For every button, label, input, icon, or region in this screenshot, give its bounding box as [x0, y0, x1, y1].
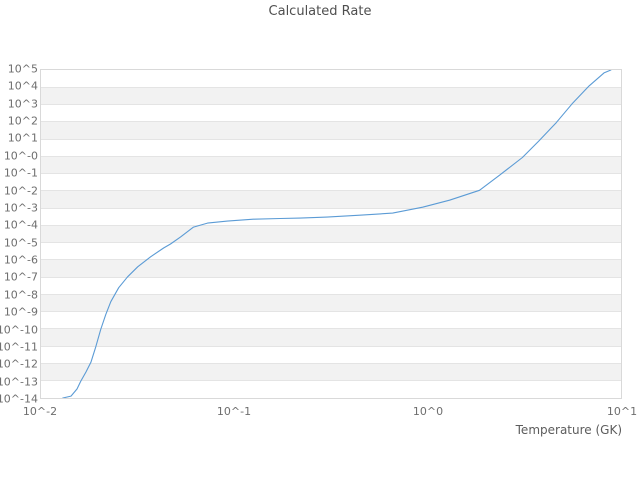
grid-band — [41, 190, 621, 209]
gridline — [41, 138, 621, 140]
grid-band — [41, 87, 621, 105]
gridline — [41, 311, 621, 313]
y-tick-label: 10^2 — [7, 114, 38, 128]
grid-band — [41, 242, 621, 260]
grid-band — [41, 363, 621, 381]
grid-band — [41, 380, 621, 398]
gridline — [41, 86, 621, 88]
y-tick-label: 10^-12 — [0, 357, 38, 371]
grid-band — [41, 259, 621, 278]
x-tick-label: 10^0 — [412, 405, 444, 418]
grid-band — [41, 139, 621, 157]
grid-band — [41, 104, 621, 122]
rate-curve — [62, 70, 612, 398]
y-tick-label: 10^-4 — [3, 218, 38, 232]
y-tick-label: 10^-8 — [3, 288, 38, 302]
y-tick-label: 10^-3 — [3, 201, 38, 215]
grid-band — [41, 294, 621, 312]
y-tick-label: 10^4 — [7, 79, 38, 93]
grid-band — [41, 225, 621, 243]
y-tick-label: 10^1 — [7, 131, 38, 145]
gridline — [41, 104, 621, 106]
y-tick-label: 10^3 — [7, 97, 38, 111]
y-tick-label: 10^-5 — [3, 236, 38, 250]
y-tick-label: 10^-14 — [0, 392, 38, 406]
y-tick-label: 10^-11 — [0, 340, 38, 354]
y-tick-label: 10^-13 — [0, 375, 38, 389]
rate-curve-svg — [62, 70, 612, 398]
gridline — [41, 242, 621, 244]
grid-band — [41, 277, 621, 295]
grid-band — [41, 121, 621, 140]
gridline — [41, 276, 621, 278]
chart-title: Calculated Rate — [268, 4, 372, 19]
grid-band — [41, 311, 621, 329]
y-tick-label: 10^-7 — [3, 270, 38, 284]
plot-area — [40, 69, 622, 399]
gridline — [41, 121, 621, 123]
gridline — [41, 224, 621, 226]
gridline — [41, 173, 621, 175]
y-tick-label: 10^5 — [7, 62, 38, 76]
gridline — [41, 207, 621, 209]
y-tick-label: 10^-1 — [3, 166, 38, 180]
gridline — [41, 345, 621, 347]
y-tick-label: 10^-2 — [3, 184, 38, 198]
x-tick-label: 10^-1 — [216, 405, 252, 418]
grid-band — [41, 70, 621, 88]
gridline — [41, 259, 621, 261]
x-tick-label: 10^1 — [606, 405, 638, 418]
y-tick-label: 10^-10 — [0, 323, 38, 337]
gridline — [41, 293, 621, 295]
y-tick-label: 10^-0 — [3, 149, 38, 163]
grid-band — [41, 156, 621, 174]
gridline — [41, 155, 621, 157]
gridline — [41, 328, 621, 330]
gridline — [41, 362, 621, 364]
grid-band — [41, 328, 621, 347]
gridline — [41, 380, 621, 382]
x-tick-label: 10^-2 — [22, 405, 58, 418]
y-tick-label: 10^-6 — [3, 253, 38, 267]
gridline — [41, 190, 621, 192]
y-tick-label: 10^-9 — [3, 305, 38, 319]
grid-band — [41, 346, 621, 364]
grid-band — [41, 173, 621, 191]
x-axis-title: Temperature (GK) — [515, 423, 622, 437]
